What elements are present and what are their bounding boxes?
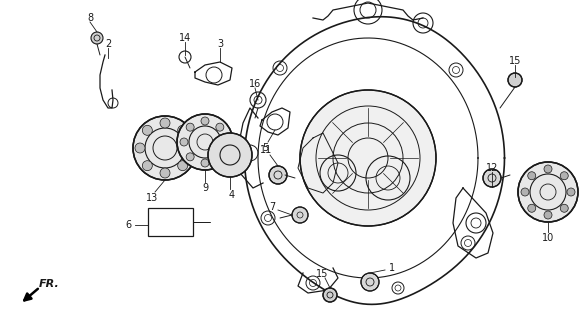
Text: 1: 1 bbox=[389, 263, 395, 273]
Circle shape bbox=[518, 162, 578, 222]
Circle shape bbox=[560, 204, 568, 212]
Circle shape bbox=[216, 153, 224, 161]
Text: FR.: FR. bbox=[39, 279, 59, 289]
Text: 3: 3 bbox=[217, 39, 223, 49]
Bar bbox=[148, 208, 193, 236]
Text: 13: 13 bbox=[146, 193, 158, 203]
Circle shape bbox=[544, 211, 552, 219]
Circle shape bbox=[560, 172, 568, 180]
Text: 14: 14 bbox=[179, 33, 191, 43]
Text: 11: 11 bbox=[260, 145, 272, 155]
Circle shape bbox=[323, 288, 337, 302]
Text: 12: 12 bbox=[486, 163, 498, 173]
Circle shape bbox=[135, 143, 145, 153]
Circle shape bbox=[186, 123, 194, 131]
Circle shape bbox=[201, 159, 209, 167]
Circle shape bbox=[216, 123, 224, 131]
Text: 9: 9 bbox=[202, 183, 208, 193]
Circle shape bbox=[269, 166, 287, 184]
Circle shape bbox=[133, 116, 197, 180]
Circle shape bbox=[160, 168, 170, 178]
Circle shape bbox=[142, 125, 152, 135]
Circle shape bbox=[186, 153, 194, 161]
Circle shape bbox=[567, 188, 575, 196]
Text: 16: 16 bbox=[249, 79, 261, 89]
Circle shape bbox=[361, 273, 379, 291]
Circle shape bbox=[142, 161, 152, 171]
Circle shape bbox=[91, 32, 103, 44]
Circle shape bbox=[178, 125, 188, 135]
Text: 15: 15 bbox=[316, 269, 328, 279]
Text: 5: 5 bbox=[262, 143, 268, 153]
Text: 7: 7 bbox=[269, 202, 275, 212]
Circle shape bbox=[300, 90, 436, 226]
Circle shape bbox=[177, 114, 233, 170]
Circle shape bbox=[222, 138, 230, 146]
Text: 8: 8 bbox=[87, 13, 93, 23]
Circle shape bbox=[521, 188, 529, 196]
Circle shape bbox=[201, 117, 209, 125]
Text: 15: 15 bbox=[509, 56, 521, 66]
Circle shape bbox=[178, 161, 188, 171]
Circle shape bbox=[528, 172, 536, 180]
Circle shape bbox=[180, 138, 188, 146]
Text: 2: 2 bbox=[105, 39, 111, 49]
Text: 6: 6 bbox=[125, 220, 131, 230]
Circle shape bbox=[160, 118, 170, 128]
Circle shape bbox=[483, 169, 501, 187]
Circle shape bbox=[508, 73, 522, 87]
Circle shape bbox=[528, 204, 536, 212]
Text: 4: 4 bbox=[229, 190, 235, 200]
Circle shape bbox=[208, 133, 252, 177]
Circle shape bbox=[544, 165, 552, 173]
Circle shape bbox=[292, 207, 308, 223]
Text: 10: 10 bbox=[542, 233, 554, 243]
Circle shape bbox=[185, 143, 195, 153]
